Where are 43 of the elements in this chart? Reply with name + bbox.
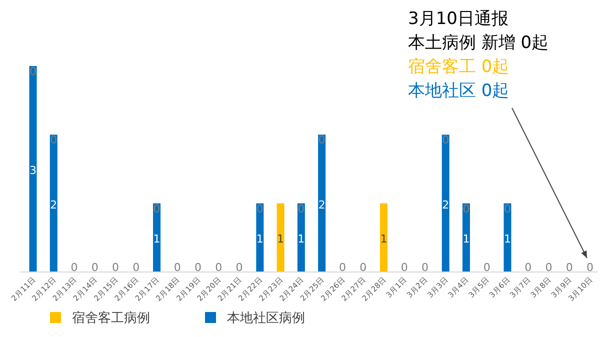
data-label: 0 — [586, 261, 594, 274]
text: 3月10日通报 — [408, 9, 508, 29]
data-label: 3 — [30, 164, 36, 177]
data-label: 0 — [112, 261, 120, 274]
text: 本土病例 新增 0起 — [408, 33, 549, 53]
data-label: 0 — [215, 261, 222, 274]
data-label: 0 — [338, 261, 346, 274]
data-label: 0 — [400, 261, 408, 274]
data-label: 0 — [132, 261, 140, 274]
annotation: 宿舍客工 0起 — [408, 57, 510, 77]
data-label: 0 — [153, 202, 160, 216]
data-label: 1 — [504, 232, 511, 246]
data-label: 0 — [194, 261, 202, 274]
data-label: 0 — [483, 261, 490, 274]
data-label: 0 — [298, 202, 305, 216]
data-label: 0 — [442, 134, 450, 147]
data-label: 0 — [91, 261, 98, 274]
legend-label: 本地社区病例 — [227, 311, 305, 326]
data-label: 0 — [566, 261, 573, 274]
data-label: 0 — [236, 261, 243, 274]
data-label: 0 — [30, 65, 36, 78]
data-label: 0 — [504, 202, 511, 216]
data-label: 0 — [256, 202, 264, 216]
data-label: 0 — [524, 261, 532, 274]
data-label: 2 — [318, 198, 326, 212]
data-label: 2 — [442, 198, 450, 212]
data-label: 1 — [462, 232, 470, 246]
data-label: 1 — [380, 232, 388, 246]
data-label: 0 — [318, 134, 326, 147]
data-label: 1 — [256, 232, 264, 246]
data-label: 0 — [174, 261, 181, 274]
data-label: 0 — [360, 261, 367, 274]
data-label: 0 — [421, 261, 428, 274]
data-label: 1 — [298, 232, 305, 246]
data-label: 0 — [50, 134, 58, 147]
data-label: 1 — [277, 232, 284, 246]
data-label: 1 — [153, 232, 160, 246]
data-label: 0 — [545, 261, 552, 274]
data-label: 0 — [462, 202, 470, 216]
legend-label: 宿舍客工病例 — [72, 310, 150, 326]
data-label: 0 — [70, 261, 78, 274]
annotation: 本地社区 0起 — [408, 81, 510, 101]
data-label: 2 — [50, 198, 58, 212]
